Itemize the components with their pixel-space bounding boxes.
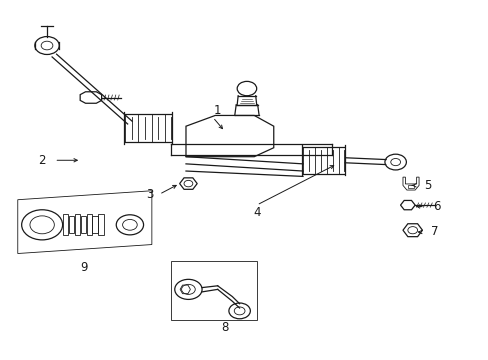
Text: 9: 9	[80, 261, 87, 274]
Bar	[407, 185, 413, 188]
Text: 3: 3	[145, 188, 153, 201]
Text: 1: 1	[213, 104, 221, 117]
Text: 4: 4	[252, 206, 260, 219]
Text: 8: 8	[221, 320, 228, 333]
Bar	[171, 261, 256, 320]
Text: 2: 2	[39, 154, 46, 167]
Text: 6: 6	[432, 201, 440, 213]
Text: 7: 7	[430, 225, 438, 238]
Text: 5: 5	[423, 179, 430, 192]
